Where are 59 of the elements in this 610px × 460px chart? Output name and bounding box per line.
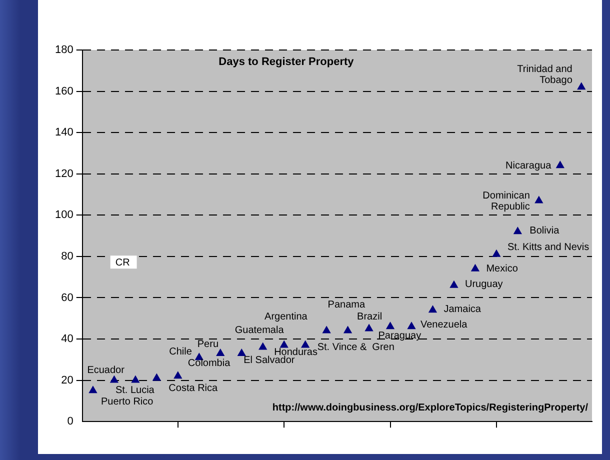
y-tick-label: 0	[67, 416, 74, 428]
y-tick-label: 180	[54, 44, 74, 56]
y-tick-label: 40	[61, 333, 74, 346]
point	[577, 82, 586, 90]
point	[238, 348, 246, 356]
y-tick-label: 120	[54, 168, 74, 180]
annotation: Peru	[197, 339, 219, 350]
point	[301, 340, 310, 348]
point	[216, 348, 224, 356]
point	[174, 372, 182, 379]
point	[344, 326, 352, 334]
annotation: Bolivia	[530, 225, 560, 236]
annotation: http://www.doingbusiness.org/ExploreTopics/RegisteringProperty/	[272, 402, 588, 414]
point	[514, 227, 522, 234]
annotation: Trinidad and Tobago	[517, 64, 573, 86]
point	[89, 386, 97, 394]
annotation: Costa Rica	[168, 382, 218, 394]
text: Days to Register Property	[218, 56, 355, 68]
y-tick-label: 100	[54, 209, 74, 222]
annotation: Jamaica	[444, 304, 482, 315]
annotation: Guatemala	[234, 325, 284, 336]
annotation: Venezuela	[420, 319, 468, 330]
annotation: Ecuador	[87, 365, 126, 376]
point	[450, 280, 458, 288]
annotation: Uruguay	[464, 279, 503, 290]
y-tick-label: 60	[61, 292, 74, 304]
point	[428, 306, 437, 313]
annotation: Dominican Republic	[482, 190, 530, 212]
annotation: St. Vince & Gren	[317, 342, 394, 353]
annotation: Colombia	[188, 358, 231, 369]
point	[110, 376, 118, 383]
annotation: Argentina	[264, 312, 308, 323]
y-tick-label: 20	[61, 374, 74, 386]
point	[280, 340, 288, 348]
annotation: CR	[115, 257, 130, 268]
annotation: St. Kitts and Nevis	[507, 242, 590, 254]
y-tick-label: 160	[54, 85, 74, 98]
annotation: Paraguay	[378, 330, 422, 342]
annotation: Nicaragua	[506, 160, 552, 172]
annotation: Panama	[328, 300, 366, 311]
y-tick-label: 80	[61, 250, 74, 262]
annotation: El Salvador	[244, 355, 296, 366]
point	[258, 342, 267, 350]
annotation: Chile	[169, 346, 192, 358]
annotation: Brazil	[357, 311, 382, 322]
point	[386, 322, 394, 330]
point	[365, 324, 373, 332]
point	[322, 326, 331, 334]
annotation: Puerto Rico	[100, 396, 154, 408]
point	[408, 322, 416, 330]
point	[131, 376, 140, 383]
annotation: St. Lucia	[115, 385, 155, 396]
point	[152, 374, 161, 381]
point	[492, 250, 500, 257]
point	[471, 264, 480, 272]
y-tick-label: 140	[54, 126, 74, 139]
annotation: Mexico	[486, 264, 518, 275]
point	[556, 161, 564, 168]
point	[534, 196, 543, 204]
